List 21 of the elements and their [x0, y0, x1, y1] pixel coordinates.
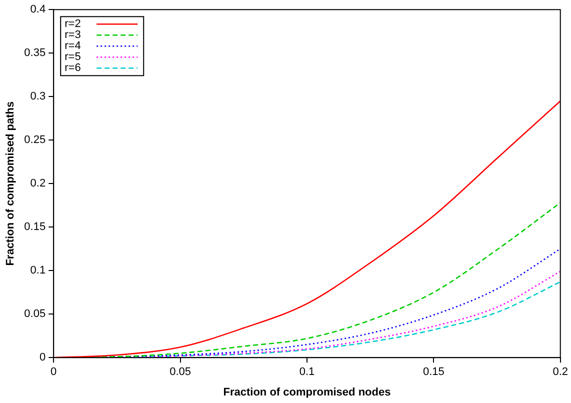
- x-tick-label: 0.1: [299, 366, 315, 378]
- y-tick-label: 0.4: [30, 4, 46, 16]
- y-tick-label: 0.35: [24, 47, 46, 60]
- legend-label: r=2: [64, 18, 81, 30]
- y-tick-label: 0.15: [24, 221, 46, 234]
- legend-label: r=3: [64, 29, 81, 42]
- x-tick-label: 0.2: [552, 366, 568, 378]
- x-axis-title: Fraction of compromised nodes: [223, 386, 391, 398]
- y-axis-title: Fraction of compromised paths: [4, 101, 17, 266]
- x-tick-label: 0: [50, 366, 57, 378]
- y-tick-label: 0: [39, 352, 46, 364]
- y-tick-label: 0.3: [30, 90, 46, 103]
- legend-label: r=6: [64, 62, 81, 74]
- y-tick-label: 0.25: [24, 134, 46, 146]
- y-tick-label: 0.05: [24, 308, 46, 320]
- x-tick-label: 0.05: [170, 366, 192, 378]
- legend-label: r=4: [64, 40, 81, 52]
- y-tick-label: 0.1: [30, 264, 46, 277]
- x-tick-label: 0.15: [422, 366, 444, 378]
- y-tick-label: 0.2: [30, 178, 46, 190]
- legend-label: r=5: [64, 51, 81, 64]
